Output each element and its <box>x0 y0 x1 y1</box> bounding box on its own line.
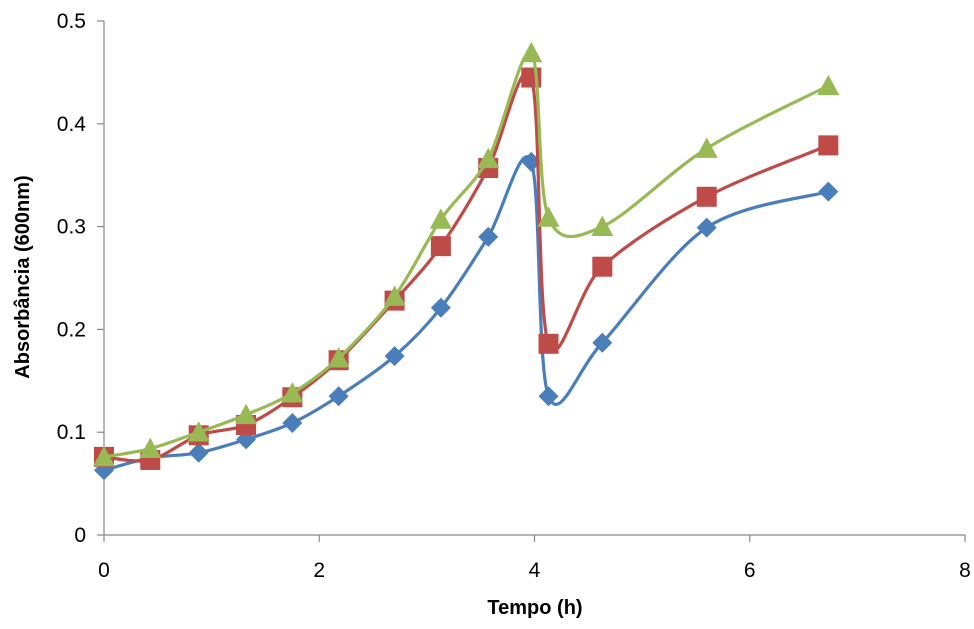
data-point-square <box>538 333 559 354</box>
data-point-triangle <box>139 437 162 458</box>
data-point-triangle <box>187 421 210 442</box>
series-layer <box>93 41 840 481</box>
data-point-triangle <box>383 285 406 306</box>
data-point-square <box>818 135 839 156</box>
data-point-square <box>430 236 451 257</box>
series-line <box>102 50 830 459</box>
data-point-triangle <box>327 347 350 368</box>
y-tick-label: 0.2 <box>57 318 86 341</box>
data-point-triangle <box>477 147 500 169</box>
axes: 0 0.1 0.2 0.3 0.4 0.5 0 2 4 6 8 <box>57 10 971 582</box>
y-axis-title: Absorbância (600nm) <box>12 175 34 378</box>
data-point-triangle <box>235 403 258 425</box>
data-point-diamond <box>188 442 209 463</box>
data-point-triangle <box>281 382 304 403</box>
series-3 <box>93 41 840 467</box>
data-point-diamond <box>384 346 405 367</box>
y-tick-label: 0.5 <box>57 10 86 33</box>
data-point-diamond <box>538 386 559 407</box>
x-axis-title: Tempo (h) <box>487 597 582 619</box>
data-point-triangle <box>695 137 718 158</box>
x-tick-label: 6 <box>744 559 756 582</box>
data-point-triangle <box>429 208 452 229</box>
data-point-diamond <box>478 226 499 247</box>
data-point-diamond <box>592 332 613 353</box>
data-point-triangle <box>817 74 840 96</box>
x-tick-label: 2 <box>313 559 325 582</box>
y-tick-label: 0.3 <box>57 216 86 239</box>
data-point-square <box>592 256 613 277</box>
x-tick-label: 4 <box>529 559 541 582</box>
y-tick-label: 0.1 <box>57 421 86 444</box>
data-point-triangle <box>520 41 543 63</box>
data-point-triangle <box>591 215 614 236</box>
series-line <box>102 70 830 463</box>
x-tick-label: 8 <box>959 559 971 582</box>
data-point-diamond <box>430 297 451 318</box>
data-point-diamond <box>696 217 717 238</box>
series-line <box>102 155 830 472</box>
x-tick-label: 0 <box>98 559 110 582</box>
data-point-diamond <box>328 386 349 407</box>
data-point-triangle <box>537 206 560 227</box>
y-tick-label: 0.4 <box>57 113 87 136</box>
data-point-triangle <box>93 445 115 467</box>
data-point-square <box>696 186 717 207</box>
data-point-diamond <box>818 181 839 202</box>
y-tick-label: 0 <box>74 524 86 547</box>
data-point-diamond <box>282 412 303 433</box>
